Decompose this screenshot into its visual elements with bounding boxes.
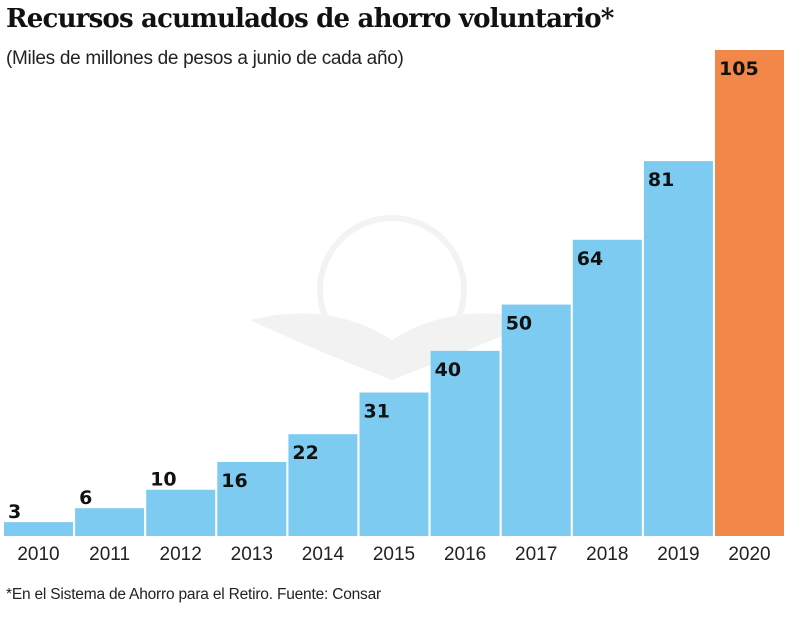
x-tick-label: 2018 [586,544,628,565]
watermark-logo [250,215,540,380]
x-tick-label: 2013 [231,544,273,565]
footnote: *En el Sistema de Ahorro para el Retiro.… [6,586,381,603]
data-label-2019: 81 [648,169,674,191]
bar-2016 [430,350,500,536]
bar-2014 [288,434,358,536]
data-label-2017: 50 [506,313,532,335]
x-tick-label: 2020 [728,544,770,565]
data-label-2015: 31 [364,401,390,423]
x-tick-label: 2019 [657,544,699,565]
data-label-2020: 105 [719,58,759,80]
x-tick-label: 2017 [515,544,557,565]
bar-2013 [217,461,287,536]
bar-2017 [501,304,571,536]
bar-2010 [4,522,73,536]
data-label-2011: 6 [79,487,92,509]
data-label-2018: 64 [577,248,603,270]
x-tick-label: 2014 [302,544,345,565]
chart-title: Recursos acumulados de ahorro voluntario… [6,4,614,34]
bar-2012 [146,489,216,536]
bar-2018 [572,239,642,536]
x-tick-label: 2016 [444,544,486,565]
chart-subtitle: (Miles de millones de pesos a junio de c… [6,48,404,69]
x-tick-label: 2011 [89,544,130,565]
bar-2011 [75,508,145,536]
data-label-2014: 22 [292,442,318,464]
bar-2019 [643,161,713,537]
data-label-2016: 40 [435,359,461,381]
bar-2015 [359,392,429,536]
x-tick-label: 2015 [373,544,415,565]
x-tick-label: 2012 [160,544,202,565]
data-label-2012: 10 [150,469,176,491]
data-label-2013: 16 [221,470,247,492]
data-label-2010: 3 [8,501,21,523]
x-tick-label: 2010 [17,544,59,565]
bar-2020 [715,50,784,536]
